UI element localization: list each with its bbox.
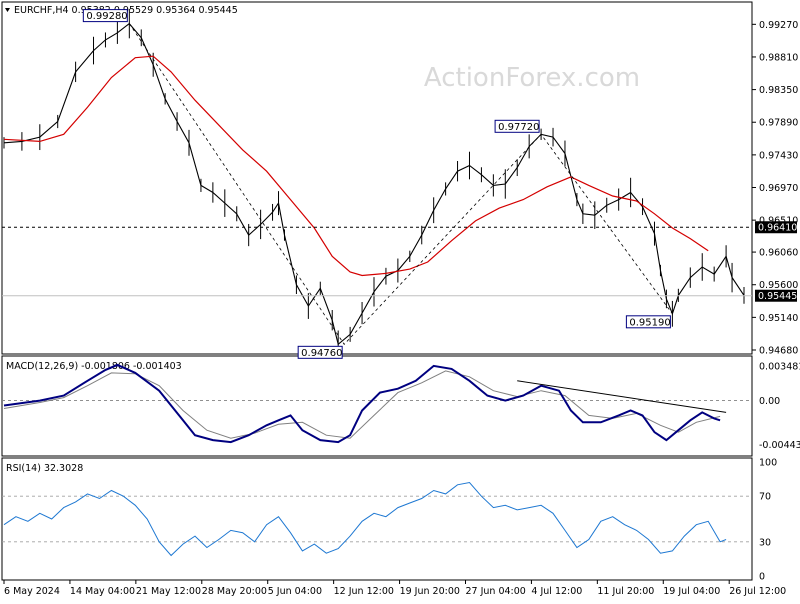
extreme-label-box xyxy=(625,315,671,329)
price-axis-tick-label: 0.99270 xyxy=(759,20,798,31)
dropdown-arrow-icon[interactable] xyxy=(5,8,10,12)
rsi-plot: 100 70 30 0 xyxy=(2,458,777,583)
macd-title: MACD(12,26,9) -0.001806 -0.001403 xyxy=(6,361,182,372)
x-axis-tick-label: 12 Jun 12:00 xyxy=(334,586,394,597)
x-axis-tick-label: 14 May 04:00 xyxy=(70,586,135,597)
rsi-axis-tick-label: 100 xyxy=(759,458,777,469)
x-axis-tick-label: 4 Jul 12:00 xyxy=(531,586,582,597)
price-axis-tick-label: 0.94680 xyxy=(759,346,798,357)
extreme-label: 0.94760 xyxy=(301,348,342,359)
rsi-panel-frame xyxy=(1,457,753,581)
x-axis: 6 May 2024 14 May 04:00 21 May 12:00 28 May… xyxy=(3,580,786,597)
extreme-label-box xyxy=(494,119,540,133)
x-axis-tick-label: 6 May 2024 xyxy=(4,586,60,597)
level-price-label: 0.95445 xyxy=(758,291,797,302)
price-axis-tick-label: 0.97430 xyxy=(759,150,798,161)
rsi-axis-tick-label: 0 xyxy=(759,572,765,583)
level-price-label: 0.96410 xyxy=(758,223,797,234)
x-axis-tick-label: 27 Jun 04:00 xyxy=(465,586,525,597)
macd-axis-tick-label: -0.004436 xyxy=(759,440,800,451)
price-plot: 0.99270 0.98810 0.98350 0.97890 0.97430 0.969… xyxy=(2,8,798,359)
extreme-label-box xyxy=(82,9,128,23)
price-axis-tick-label: 0.95600 xyxy=(759,280,798,291)
x-axis-tick-label: 26 Jul 12:00 xyxy=(729,586,786,597)
macd-signal-line xyxy=(3,370,721,439)
macd-axis-tick-label: 0.003481 xyxy=(759,362,800,373)
price-panel-frame xyxy=(1,1,753,355)
price-axis-tick-label: 0.98350 xyxy=(759,85,798,96)
zigzag-line xyxy=(128,23,673,345)
x-axis-tick-label: 11 Jul 20:00 xyxy=(597,586,654,597)
level-price-badge xyxy=(755,289,797,302)
macd-panel-frame xyxy=(1,355,753,457)
x-axis-tick-label: 21 May 12:00 xyxy=(136,586,201,597)
watermark: ActionForex.com xyxy=(424,63,640,93)
macd-line xyxy=(3,363,721,444)
rsi-title: RSI(14) 32.3028 xyxy=(6,463,83,474)
price-axis-tick-label: 0.97890 xyxy=(759,118,798,129)
macd-plot: 0.003481 0.00 -0.004436 xyxy=(2,362,800,451)
extreme-label: 0.97720 xyxy=(498,122,539,133)
x-axis-tick-label: 28 May 20:00 xyxy=(202,586,267,597)
macd-trendline xyxy=(517,380,727,413)
price-axis-tick-label: 0.95140 xyxy=(759,313,798,324)
extreme-label-box xyxy=(297,345,343,359)
moving-average-line xyxy=(3,55,709,277)
rsi-axis-tick-label: 70 xyxy=(759,492,771,503)
extreme-label: 0.99280 xyxy=(86,11,127,22)
price-axis-tick-label: 0.98810 xyxy=(759,52,798,63)
rsi-axis-tick-label: 30 xyxy=(759,537,771,548)
rsi-line xyxy=(3,481,727,557)
level-price-badge xyxy=(755,221,797,234)
extreme-label: 0.95190 xyxy=(629,317,670,328)
x-axis-tick-label: 5 Jun 04:00 xyxy=(268,586,322,597)
price-axis-tick-label: 0.96060 xyxy=(759,248,798,259)
x-axis-tick-label: 19 Jun 20:00 xyxy=(400,586,460,597)
macd-axis-tick-label: 0.00 xyxy=(759,396,780,407)
price-axis-tick-label: 0.96970 xyxy=(759,183,798,194)
price-axis-tick-label: 0.96510 xyxy=(759,216,798,227)
x-axis-tick-label: 19 Jul 04:00 xyxy=(663,586,720,597)
